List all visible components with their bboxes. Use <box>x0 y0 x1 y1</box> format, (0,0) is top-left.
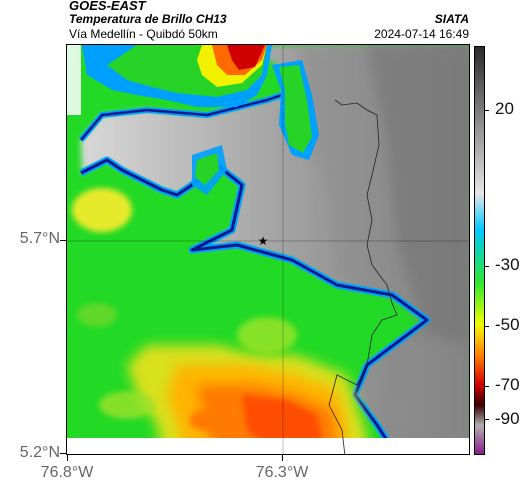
lat-tick <box>60 453 66 454</box>
star-icon: ★ <box>258 234 269 248</box>
grid-lines <box>67 45 469 454</box>
source-label: SIATA <box>434 12 469 26</box>
cold-cloud-tops <box>72 188 367 454</box>
product-title: Temperatura de Brillo CH13 <box>69 12 227 26</box>
datetime-label: 2024-07-14 16:49 <box>374 27 469 41</box>
cloud-cells <box>82 45 319 195</box>
area-title: Vía Medellín - Quibdó 50km <box>69 27 218 41</box>
border-line <box>328 99 398 454</box>
satellite-title: GOES-EAST <box>69 0 146 13</box>
colorbar-label-minus50: -50 <box>495 315 520 334</box>
colorbar-tick <box>485 386 489 387</box>
cloud-edge <box>78 87 431 454</box>
colorbar-tick <box>485 326 489 327</box>
colorbar-tick <box>485 266 489 267</box>
colorbar-label-minus90: -90 <box>495 409 520 428</box>
colorbar-tick <box>485 110 489 111</box>
satellite-map: ★ <box>66 44 470 455</box>
lon-tick <box>67 455 68 461</box>
map-canvas: ★ <box>67 45 469 454</box>
lat-tick <box>60 240 66 241</box>
lon-label-76.8: 76.8°W <box>40 464 94 481</box>
lon-label-76.3: 76.3°W <box>255 464 309 481</box>
lon-tick <box>282 455 283 461</box>
warm-surface-area <box>81 45 469 454</box>
lat-label-5.7: 5.7°N <box>19 230 60 247</box>
lat-label-5.2: 5.2°N <box>19 444 60 461</box>
colorbar-label-minus30: -30 <box>495 255 520 274</box>
no-data-strip <box>67 438 469 454</box>
colorbar <box>474 46 485 455</box>
colorbar-tick <box>485 419 489 420</box>
colorbar-label-20: 20 <box>495 99 514 118</box>
colorbar-label-minus70: -70 <box>495 375 520 394</box>
